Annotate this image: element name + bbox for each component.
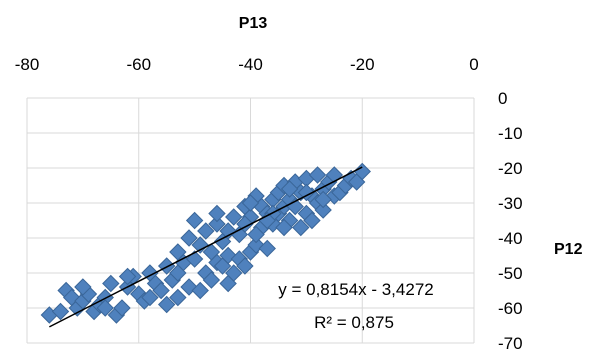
data-point — [314, 201, 332, 219]
data-point — [308, 166, 327, 184]
data-point — [208, 215, 226, 233]
x-axis-title: P13 — [239, 15, 268, 32]
data-point — [236, 257, 254, 275]
data-point — [208, 204, 226, 223]
data-point — [292, 218, 310, 237]
data-point — [96, 299, 114, 317]
y-tick-labels: 0 -10 -20 -30 -40 -50 -60 -70 — [498, 89, 523, 353]
data-point — [185, 211, 204, 230]
data-point — [225, 208, 243, 226]
data-point — [219, 222, 237, 240]
data-point — [258, 239, 276, 258]
data-point — [118, 267, 137, 286]
data-point — [191, 281, 209, 300]
data-point — [169, 264, 187, 282]
data-point — [51, 302, 70, 321]
data-point — [141, 288, 159, 307]
y-axis-title: P12 — [554, 241, 583, 258]
y-tick-label: -50 — [498, 264, 523, 283]
x-tick-label: -20 — [350, 55, 375, 74]
data-point — [225, 264, 243, 282]
x-tick-labels: -80 -60 -40 -20 0 — [15, 55, 479, 74]
data-point — [157, 295, 176, 314]
y-tick-label: -40 — [498, 229, 523, 248]
data-point — [241, 194, 260, 212]
data-point — [180, 229, 198, 247]
data-point — [297, 183, 316, 202]
data-point — [197, 222, 215, 240]
data-point — [314, 190, 332, 209]
x-tick-label: 0 — [469, 55, 478, 74]
data-points — [40, 162, 371, 324]
data-point — [202, 271, 221, 289]
data-point — [102, 274, 120, 293]
data-point — [353, 162, 371, 181]
y-tick-label: 0 — [498, 89, 507, 108]
y-tick-label: -10 — [498, 124, 523, 143]
data-point — [169, 288, 187, 307]
data-point — [74, 278, 92, 296]
x-tick-label: -60 — [126, 55, 151, 74]
y-tick-label: -30 — [498, 194, 523, 213]
y-tick-label: -20 — [498, 159, 523, 178]
data-point — [152, 281, 170, 300]
data-point — [275, 218, 293, 237]
r-squared-label: R² = 0,875 — [314, 313, 394, 332]
x-tick-label: -40 — [238, 55, 263, 74]
data-point — [280, 180, 299, 198]
data-point — [191, 236, 209, 254]
data-point — [247, 225, 265, 244]
y-tick-label: -70 — [498, 334, 523, 353]
data-point — [303, 211, 321, 230]
x-tick-label: -80 — [15, 55, 40, 74]
trendline-group — [49, 166, 363, 328]
data-point — [157, 257, 176, 275]
trendline — [49, 166, 363, 328]
data-point — [113, 299, 131, 317]
trendline-equation: y = 0,8154x - 3,4272 — [278, 280, 433, 299]
y-tick-label: -60 — [498, 299, 523, 318]
data-point — [236, 215, 254, 233]
